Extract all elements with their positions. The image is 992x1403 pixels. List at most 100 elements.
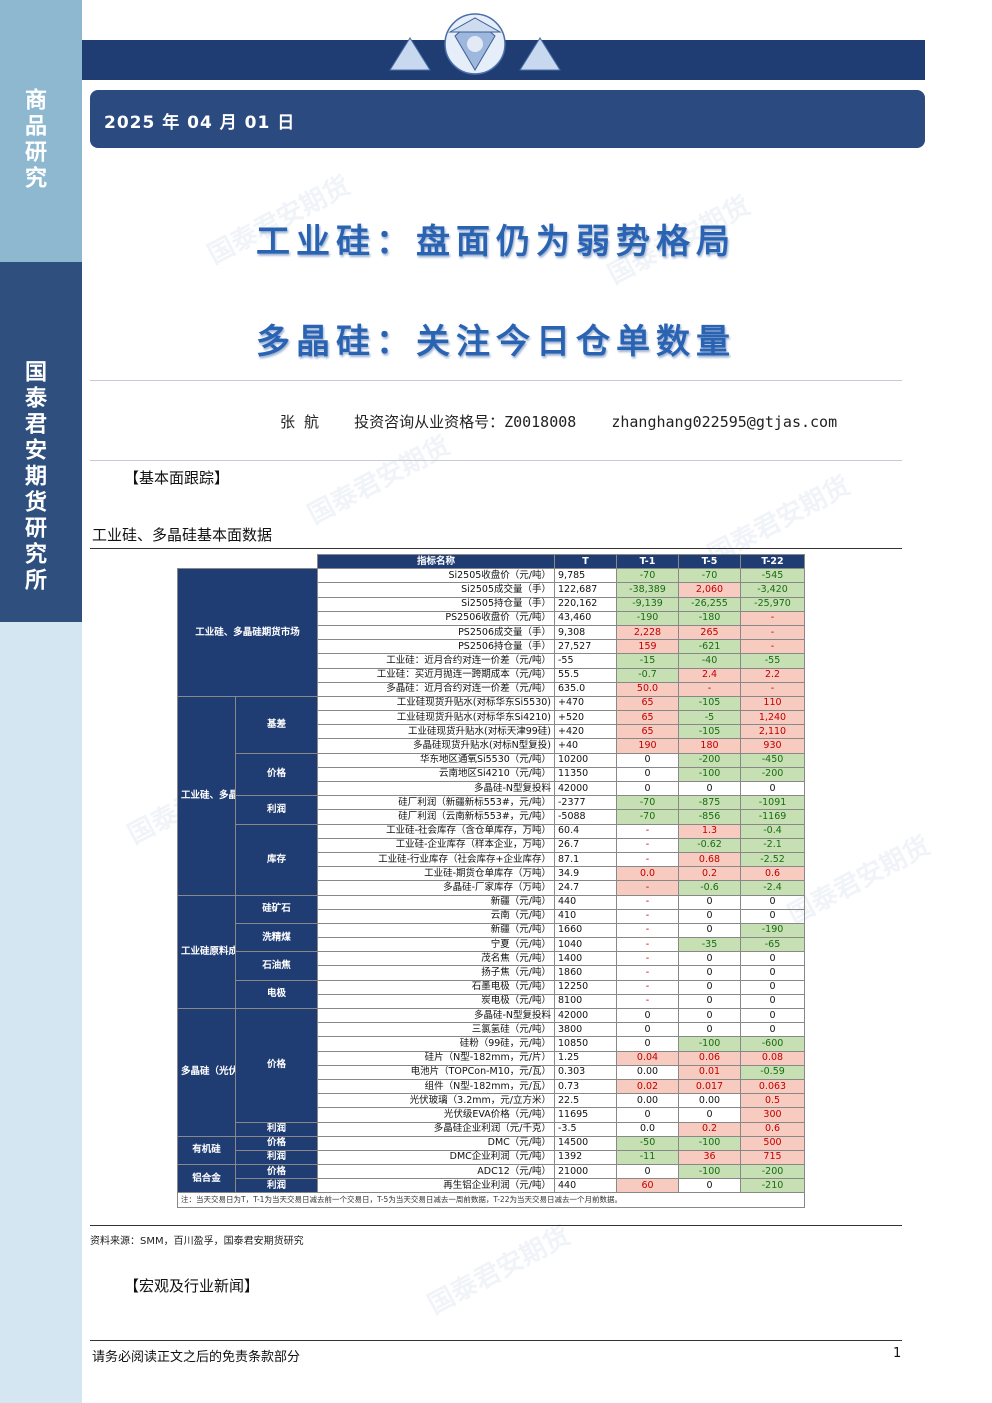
value-t1: - <box>616 837 679 853</box>
value-t: -2377 <box>554 795 617 811</box>
value-t1: - <box>616 937 679 953</box>
indicator-cell: 多晶硅-厂家库存（万吨） <box>317 880 555 896</box>
header-indicator: 指标名称 <box>317 553 555 570</box>
value-t1: 0.00 <box>616 1093 679 1109</box>
value-t: 1040 <box>554 937 617 953</box>
value-t22: 0 <box>740 1007 805 1024</box>
value-t5: 0 <box>678 979 741 995</box>
value-t22: -600 <box>740 1036 805 1052</box>
value-t: +520 <box>554 710 617 726</box>
value-t22: -2.52 <box>740 851 805 868</box>
table-row: 工业硅现货升贴水(对标天津99硅) +420 65 -105 2,110 <box>178 724 805 740</box>
header-t: T <box>554 553 617 570</box>
indicator-cell: 工业硅现货升贴水(对标天津99硅) <box>317 724 555 740</box>
value-t1: 2,228 <box>616 624 679 641</box>
value-t22: -200 <box>740 1164 805 1180</box>
value-t22: -190 <box>740 922 805 939</box>
sidebar-mid-panel <box>0 262 82 622</box>
table-row: 组件（N型-182mm，元/瓦） 0.73 0.02 0.017 0.063 <box>178 1078 805 1095</box>
table-row: 利润 DMC企业利润（元/吨） 1392 -11 36 715 <box>178 1149 805 1166</box>
value-t22: -3,420 <box>740 582 805 598</box>
value-t5: -0.62 <box>678 837 741 853</box>
table-row: 多晶硅-N型复投料 42000 0 0 0 <box>178 780 805 797</box>
table-row: 电池片（TOPCon-M10，元/瓦） 0.303 0.00 0.01 -0.5… <box>178 1064 805 1080</box>
value-t1: 0 <box>616 1007 679 1024</box>
value-t1: - <box>616 922 679 939</box>
table-row: 铝合金 价格 ADC12（元/吨） 21000 0 -100 -200 <box>177 1164 805 1194</box>
value-t22: 300 <box>740 1107 805 1123</box>
value-t: 440 <box>554 894 617 910</box>
value-t1: - <box>616 880 679 896</box>
value-t22: 0 <box>740 951 805 967</box>
header-t5: T-5 <box>678 553 741 570</box>
value-t5: 2.4 <box>678 667 741 683</box>
subgroup-poly-price: 价格 <box>235 1008 318 1123</box>
indicator-cell: 工业硅-企业库存（样本企业，万吨） <box>317 837 555 853</box>
value-t22: 930 <box>740 738 805 754</box>
indicator-cell: 硅厂利润（云南新标553#，元/吨） <box>317 809 555 825</box>
divider <box>90 1225 902 1226</box>
value-t5: -0.6 <box>678 880 741 896</box>
table-row: 工业硅-期货仓单库存（万吨） 34.9 0.0 0.2 0.6 <box>178 866 805 882</box>
table-row: PS2506成交量（手） 9,308 2,228 265 - <box>178 624 805 641</box>
table-row: 石油焦 茂名焦（元/吨） 1400 - 0 0 <box>178 951 805 981</box>
value-t1: -9,139 <box>616 596 679 612</box>
value-t22: 2.2 <box>740 667 805 683</box>
report-date: 2025 年 04 月 01 日 <box>104 113 296 133</box>
value-t22: -200 <box>740 766 805 783</box>
divider <box>90 1340 902 1341</box>
table-row: 三氯氢硅（元/吨） 3800 0 0 0 <box>178 1022 805 1038</box>
value-t: -55 <box>554 653 617 669</box>
value-t22: 110 <box>740 695 805 712</box>
indicator-cell: 硅片（N型-182mm，元/片） <box>317 1050 555 1066</box>
indicator-cell: Si2505收盘价（元/吨） <box>317 568 555 584</box>
table-row: 工业硅、多晶硅 基差 工业硅现货升贴水(对标华东Si5530) +470 65 … <box>177 695 805 896</box>
table-row: 工业硅：买近月抛连一跨期成本（元/吨） 55.5 -0.7 2.4 2.2 <box>178 667 805 683</box>
value-t: 10200 <box>554 752 617 768</box>
value-t5: -100 <box>678 1135 741 1151</box>
value-t22: 1,240 <box>740 710 805 726</box>
indicator-cell: 多晶硅：近月合约对连一价差（元/吨） <box>317 681 555 697</box>
indicator-cell: 多晶硅-N型复投料 <box>317 1007 555 1024</box>
value-t5: -105 <box>678 695 741 712</box>
value-t5: -100 <box>678 1036 741 1052</box>
value-t22: 0 <box>740 894 805 910</box>
indicator-cell: 再生铝企业利润（元/吨） <box>317 1178 555 1194</box>
value-t: 11695 <box>554 1107 617 1123</box>
indicator-cell: ADC12（元/吨） <box>317 1164 555 1180</box>
indicator-cell: 华东地区通氧Si5530（元/吨） <box>317 752 555 768</box>
value-t5: 0 <box>678 1107 741 1123</box>
value-t1: -70 <box>616 795 679 811</box>
value-t1: 0 <box>616 1036 679 1052</box>
value-t1: - <box>616 993 679 1010</box>
table-note: 注：当天交易日为T，T-1为当天交易日减去前一个交易日，T-5为当天交易日减去一… <box>177 1192 805 1208</box>
value-t: +40 <box>554 738 617 754</box>
value-t22: -1169 <box>740 809 805 825</box>
value-t22: - <box>740 610 805 626</box>
value-t1: 50.0 <box>616 681 679 697</box>
group-polysilicon: 多晶硅（光伏） <box>177 1008 236 1137</box>
header-t22: T-22 <box>740 553 805 570</box>
sidebar-top-panel <box>0 0 82 262</box>
section-heading-news: 【宏观及行业新闻】 <box>124 1277 260 1295</box>
indicator-cell: 茂名焦（元/吨） <box>317 951 555 967</box>
value-t22: -25,970 <box>740 596 805 612</box>
table-row: 洗精煤 新疆（元/吨） 1660 - 0 -190 <box>178 922 805 953</box>
subgroup-basis: 基差 <box>235 695 318 754</box>
indicator-cell: 云南地区Si4210（元/吨） <box>317 766 555 783</box>
table-row: 利润 多晶硅企业利润（元/千克） -3.5 0.0 0.2 0.6 <box>178 1121 805 1137</box>
indicator-cell: 工业硅现货升贴水(对标华东Si4210) <box>317 710 555 726</box>
indicator-cell: Si2505持仓量（手） <box>317 596 555 612</box>
value-t1: - <box>616 851 679 868</box>
value-t5: 0.2 <box>678 1121 741 1137</box>
value-t1: 65 <box>616 710 679 726</box>
value-t5: -5 <box>678 710 741 726</box>
value-t22: 0.5 <box>740 1093 805 1109</box>
indicator-cell: 光伏玻璃（3.2mm，元/立方米） <box>317 1093 555 1109</box>
indicator-cell: Si2505成交量（手） <box>317 582 555 598</box>
table-row: 硅厂利润（云南新标553#，元/吨） -5088 -70 -856 -1169 <box>178 809 805 825</box>
indicator-cell: 云南（元/吨） <box>317 908 555 924</box>
value-t: +420 <box>554 724 617 740</box>
value-t1: -15 <box>616 653 679 669</box>
value-t: 9,308 <box>554 624 617 641</box>
